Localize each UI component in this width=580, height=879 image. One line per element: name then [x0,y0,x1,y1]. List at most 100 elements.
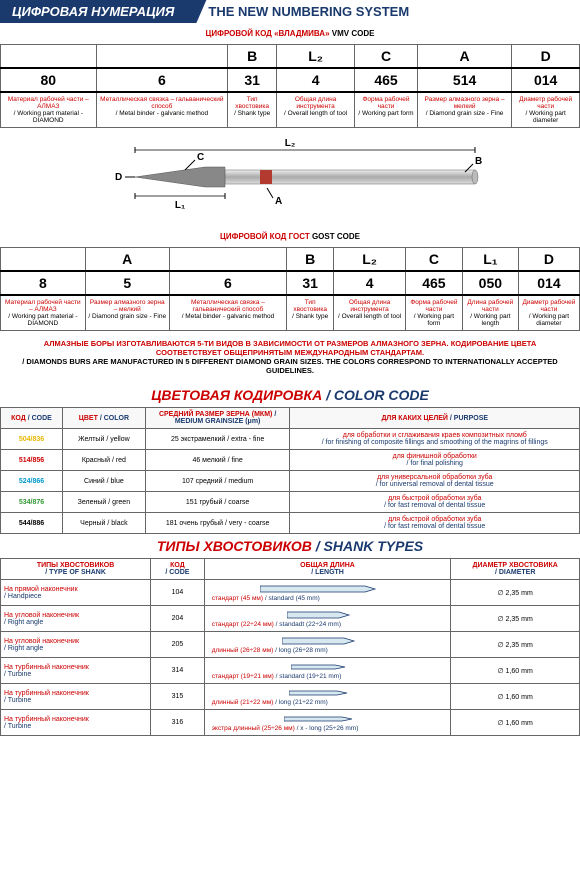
shank-code: 205 [151,632,205,658]
vmv-code: 014 [512,68,580,92]
gost-subhead-en: GOST CODE [312,232,360,241]
color-name: Черный / black [63,513,146,534]
color-row: 524/866Синий / blue107 средний / mediumд… [1,471,580,492]
shank-diameter: ∅ 1,60 mm [451,658,580,684]
vmv-subhead: ЦИФРОВОЙ КОД «ВЛАДМИВА» VMV CODE [0,23,580,44]
shank-row: На угловой наконечник/ Right angle205дли… [1,632,580,658]
shank-length: стандарт (22÷24 мм) / standadt (22÷24 mm… [204,606,451,632]
color-th: СРЕДНИЙ РАЗМЕР ЗЕРНА (МКМ) / MEDIUM GRAI… [145,408,290,429]
vmv-subhead-en: VMV CODE [332,29,375,38]
shank-th: ОБЩАЯ ДЛИНА/ LENGTH [204,559,451,580]
color-code: 514/856 [1,450,63,471]
shank-row: На прямой наконечник/ Handpiece104станда… [1,580,580,606]
vmv-code: 31 [228,68,277,92]
shank-row: На турбинный наконечник/ Turbine316экстр… [1,710,580,736]
gost-code: 6 [169,271,286,295]
color-name: Красный / red [63,450,146,471]
header-bar: ЦИФРОВАЯ НУМЕРАЦИЯ THE NEW NUMBERING SYS… [0,0,580,23]
shank-th: ТИПЫ ХВОСТОВИКОВ/ TYPE OF SHANK [1,559,151,580]
color-grain: 46 мелкий / fine [145,450,290,471]
color-grain: 181 очень грубый / very - coarse [145,513,290,534]
vmv-letter [1,45,97,69]
shank-length: стандарт (19÷21 мм) / standard (19÷21 mm… [204,658,451,684]
color-grain: 107 средний / medium [145,471,290,492]
gost-desc: Форма рабочей части/ Working part form [406,295,463,331]
shank-section-title: ТИПЫ ХВОСТОВИКОВ / SHANK TYPES [0,534,580,558]
shank-code: 204 [151,606,205,632]
color-code: 534/876 [1,492,63,513]
vmv-table: BL₂CAD 806314465514014 Материал рабочей … [0,44,580,128]
gost-code: 050 [462,271,518,295]
gost-letter [169,248,286,272]
gost-desc: Общая длина инструмента/ Overall length … [334,295,406,331]
note-en: / DIAMONDS BURS ARE MANUFACTURED IN 5 DI… [12,357,568,375]
gost-letter: B [287,248,334,272]
gost-code: 465 [406,271,463,295]
color-purpose: для быстрой обработки зуба/ for fast rem… [290,513,580,534]
gost-table: ABL₂CL₁D 856314465050014 Материал рабоче… [0,247,580,331]
svg-text:L₁: L₁ [175,200,185,211]
vmv-letter: D [512,45,580,69]
shank-section-en: SHANK TYPES [324,538,424,554]
shank-length: длинный (26÷28 мм) / long (26÷28 mm) [204,632,451,658]
shank-row: На турбинный наконечник/ Turbine314станд… [1,658,580,684]
shank-table: ТИПЫ ХВОСТОВИКОВ/ TYPE OF SHANKКОД/ CODE… [0,558,580,736]
vmv-desc: Размер алмазного зерна – мелкий/ Diamond… [417,92,511,128]
shank-code: 104 [151,580,205,606]
color-name: Синий / blue [63,471,146,492]
color-table: КОД / CODEЦВЕТ / COLORСРЕДНИЙ РАЗМЕР ЗЕР… [0,407,580,534]
color-grain: 25 экстрамелкий / extra - fine [145,429,290,450]
note-ru: АЛМАЗНЫЕ БОРЫ ИЗГОТАВЛИВАЮТСЯ 5-ТИ ВИДОВ… [12,339,568,357]
color-section-title: ЦВЕТОВАЯ КОДИРОВКА / COLOR CODE [0,383,580,407]
header-en: THE NEW NUMBERING SYSTEM [196,0,580,23]
color-row: 514/856Красный / red46 мелкий / fineдля … [1,450,580,471]
gost-desc: Длина рабочей части/ Working part length [462,295,518,331]
gost-letter: A [85,248,169,272]
gost-desc: Материал рабочей части – АЛМАЗ/ Working … [1,295,86,331]
shank-th: ДИАМЕТР ХВОСТОВИКА/ DIAMETER [451,559,580,580]
shank-code: 315 [151,684,205,710]
vmv-code: 514 [417,68,511,92]
shank-length: стандарт (45 мм) / standard (45 mm) [204,580,451,606]
color-purpose: для финишной обработки/ for final polish… [290,450,580,471]
shank-type: На угловой наконечник/ Right angle [1,632,151,658]
svg-text:B: B [475,156,482,167]
tool-diagram: L₂ C B D A L₁ [0,128,580,226]
vmv-desc: Тип хвостовика/ Shank type [228,92,277,128]
vmv-desc: Диаметр рабочей части/ Working part diam… [512,92,580,128]
gost-subhead: ЦИФРОВОЙ КОД ГОСТ GOST CODE [0,226,580,247]
color-section-en: COLOR CODE [334,387,429,403]
color-code: 544/886 [1,513,63,534]
gost-desc: Металлическая связка – гальванический сп… [169,295,286,331]
vmv-letter: C [355,45,418,69]
color-row: 544/886Черный / black181 очень грубый / … [1,513,580,534]
shank-length: экстра длинный (25÷26 мм) / x - long (25… [204,710,451,736]
vmv-subhead-ru: ЦИФРОВОЙ КОД «ВЛАДМИВА» [206,29,330,38]
color-th: ДЛЯ КАКИХ ЦЕЛЕЙ / PURPOSE [290,408,580,429]
color-code: 504/836 [1,429,63,450]
shank-type: На прямой наконечник/ Handpiece [1,580,151,606]
shank-th: КОД/ CODE [151,559,205,580]
color-name: Зеленый / green [63,492,146,513]
gost-letter: D [518,248,579,272]
shank-diameter: ∅ 1,60 mm [451,684,580,710]
gost-desc: Размер алмазного зерна – мелкий/ Diamond… [85,295,169,331]
gost-desc: Тип хвостовика/ Shank type [287,295,334,331]
gost-letter: C [406,248,463,272]
vmv-code: 80 [1,68,97,92]
svg-text:C: C [197,152,204,163]
color-grain: 151 грубый / coarse [145,492,290,513]
note-block: АЛМАЗНЫЕ БОРЫ ИЗГОТАВЛИВАЮТСЯ 5-ТИ ВИДОВ… [0,331,580,383]
shank-section-ru: ТИПЫ ХВОСТОВИКОВ [157,538,312,554]
gost-letter: L₂ [334,248,406,272]
vmv-letter [96,45,228,69]
gost-code: 8 [1,271,86,295]
vmv-code: 6 [96,68,228,92]
color-purpose: для быстрой обработки зуба/ for fast rem… [290,492,580,513]
color-purpose: для обработки и сглаживания краев композ… [290,429,580,450]
vmv-code: 465 [355,68,418,92]
shank-code: 314 [151,658,205,684]
shank-diameter: ∅ 2,35 mm [451,606,580,632]
shank-diameter: ∅ 1,60 mm [451,710,580,736]
vmv-desc: Общая длина инструмента/ Overall length … [277,92,355,128]
